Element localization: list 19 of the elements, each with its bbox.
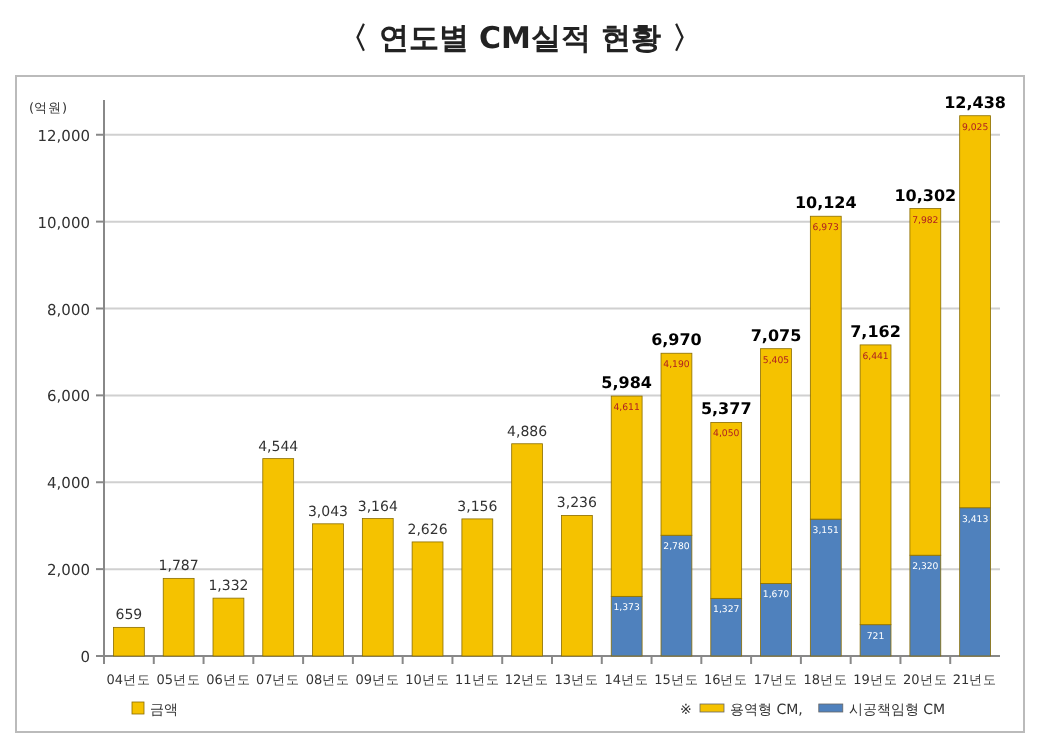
bar bbox=[312, 523, 344, 657]
bar bbox=[561, 515, 593, 657]
bar bbox=[411, 541, 444, 657]
total-label: 12,438 bbox=[944, 93, 1007, 112]
chart-title: 〈 연도별 CM실적 현황 〉 bbox=[338, 20, 702, 56]
bar bbox=[212, 597, 245, 657]
total-label: 7,075 bbox=[750, 326, 803, 345]
bar bbox=[262, 458, 295, 657]
total-label: 5,377 bbox=[700, 400, 752, 419]
total-label: 10,302 bbox=[894, 186, 957, 205]
total-label: 5,984 bbox=[601, 374, 653, 393]
bar bbox=[162, 577, 195, 657]
bar bbox=[511, 443, 543, 657]
bar bbox=[461, 518, 494, 657]
total-label: 10,124 bbox=[794, 194, 858, 213]
bar bbox=[361, 518, 394, 657]
total-label: 7,162 bbox=[850, 322, 901, 341]
bar bbox=[113, 626, 145, 657]
total-label: 6,970 bbox=[651, 331, 703, 350]
